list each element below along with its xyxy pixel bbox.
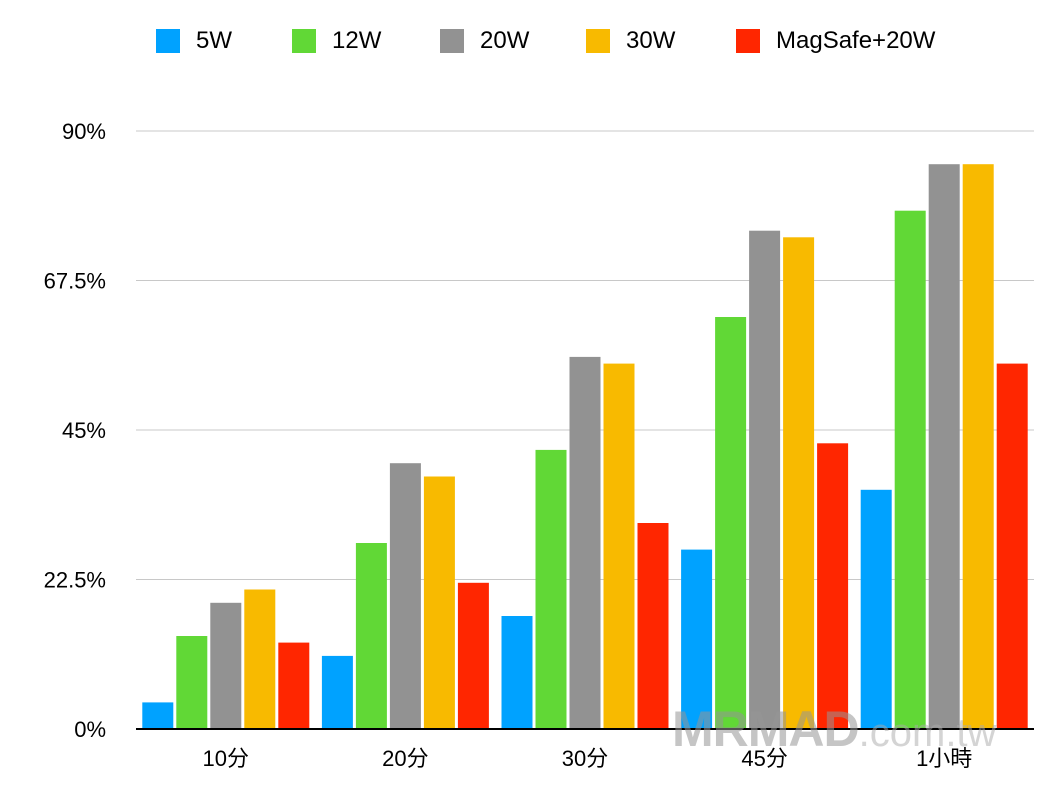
y-tick-label: 22.5% xyxy=(44,568,106,593)
bar xyxy=(817,443,849,729)
bar xyxy=(501,616,533,729)
legend-swatch-20w xyxy=(440,29,464,53)
legend-label-5w: 5W xyxy=(196,27,232,54)
bar xyxy=(210,602,242,729)
bar xyxy=(962,164,994,729)
bar xyxy=(244,589,276,729)
x-tick-label: 45分 xyxy=(741,746,787,771)
legend-item-5w: 5W xyxy=(156,26,232,56)
legend-label-magsafe-20w: MagSafe+20W xyxy=(776,27,936,54)
bar xyxy=(457,582,489,729)
chart-legend: 5W 12W 20W 30W MagSafe+20W xyxy=(0,26,1056,56)
legend-label-12w: 12W xyxy=(332,27,382,54)
y-tick-label: 0% xyxy=(74,717,106,742)
bar xyxy=(176,636,208,729)
legend-swatch-30w xyxy=(586,29,610,53)
legend-item-12w: 12W xyxy=(292,26,381,56)
bar xyxy=(142,702,174,729)
bar xyxy=(996,363,1028,729)
bar xyxy=(681,549,713,729)
x-tick-label: 1小時 xyxy=(916,746,972,771)
y-tick-label: 45% xyxy=(62,418,106,443)
y-tick-label: 90% xyxy=(62,119,106,144)
bar xyxy=(355,543,387,729)
legend-item-30w: 30W xyxy=(586,26,675,56)
x-tick-label: 20分 xyxy=(382,746,428,771)
legend-swatch-5w xyxy=(156,29,180,53)
bar xyxy=(569,356,601,729)
y-tick-label: 67.5% xyxy=(44,269,106,294)
bar xyxy=(783,237,815,730)
legend-item-magsafe-20w: MagSafe+20W xyxy=(736,26,935,56)
legend-swatch-12w xyxy=(292,29,316,53)
bar xyxy=(749,230,781,729)
legend-label-30w: 30W xyxy=(626,27,676,54)
bar xyxy=(423,476,455,729)
bar xyxy=(535,449,567,729)
bar xyxy=(715,317,747,729)
legend-label-20w: 20W xyxy=(480,27,530,54)
x-tick-label: 10分 xyxy=(203,746,249,771)
bar xyxy=(860,489,892,729)
bar xyxy=(389,463,421,729)
x-tick-label: 30分 xyxy=(562,746,608,771)
bar xyxy=(321,655,353,729)
bar xyxy=(894,210,926,729)
legend-item-20w: 20W xyxy=(440,26,529,56)
bar xyxy=(603,363,635,729)
bar xyxy=(928,164,960,729)
bar xyxy=(637,523,669,729)
bar xyxy=(278,642,310,729)
legend-swatch-magsafe-20w xyxy=(736,29,760,53)
